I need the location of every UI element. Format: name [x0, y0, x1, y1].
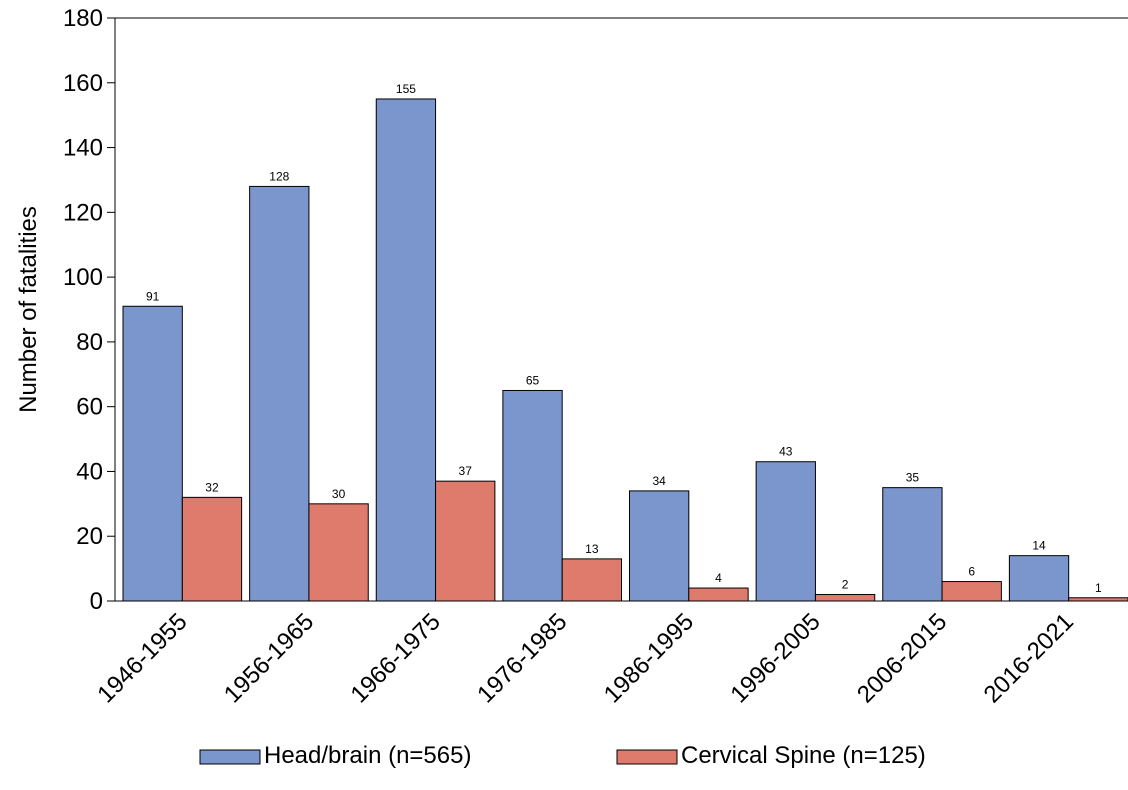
data-label: 155: [396, 82, 416, 96]
y-tick-label: 60: [76, 394, 103, 421]
data-label: 6: [968, 565, 975, 579]
data-label: 30: [332, 487, 346, 501]
x-tick-label: 2016-2021: [979, 608, 1079, 708]
data-label: 43: [779, 445, 793, 459]
bar-head-brain-1956-1965: [249, 185, 310, 602]
bar-cervical-spine-1986-1995: [688, 587, 749, 602]
y-tick-label: 80: [76, 329, 103, 356]
axes-layer: 0 20 40 60 80 100 120 140 160 180 1946-1955 1956-19…: [63, 5, 1128, 708]
x-tick-label: 1946-1955: [92, 608, 192, 708]
bar-head-brain-1966-1975: [375, 98, 437, 602]
data-label: 35: [906, 471, 920, 485]
data-label: 14: [1032, 539, 1046, 553]
bar-head-brain-2006-2015: [882, 487, 943, 602]
y-tick-label: 160: [63, 70, 103, 97]
x-tick-label: 2006-2015: [852, 608, 952, 708]
legend-swatch-head-brain: [199, 749, 261, 765]
y-tick-label: 40: [76, 458, 103, 485]
bar-cervical-spine-2006-2015: [941, 581, 1002, 602]
bar-cervical-spine-1996-2005: [814, 594, 876, 602]
data-label: 34: [652, 474, 666, 488]
bar-cervical-spine-1956-1965: [308, 503, 369, 602]
data-label: 1: [1095, 581, 1102, 595]
legend-label-head-brain: Head/brain (n=565): [264, 742, 471, 769]
bar-cervical-spine-1976-1985: [561, 558, 622, 602]
bar-cervical-spine-1946-1955: [181, 496, 243, 602]
data-label: 128: [269, 169, 289, 183]
data-label: 2: [842, 578, 849, 592]
bar-head-brain-1976-1985: [502, 389, 563, 602]
y-tick-label: 0: [90, 588, 103, 615]
legend-label-cervical-spine: Cervical Spine (n=125): [681, 742, 926, 769]
data-label: 13: [585, 542, 599, 556]
legend-swatch-cervical-spine: [616, 749, 678, 765]
y-tick-label: 180: [63, 5, 103, 32]
bar-head-brain-1946-1955: [122, 305, 183, 602]
x-tick-label: 1996-2005: [725, 608, 825, 708]
y-tick-label: 100: [63, 264, 103, 291]
x-tick-label: 1956-1965: [219, 608, 319, 708]
data-label: 65: [526, 373, 540, 387]
y-tick-label: 140: [63, 135, 103, 162]
y-tick-label: 120: [63, 199, 103, 226]
legend: Head/brain (n=565) Cervical Spine (n=125): [199, 742, 926, 769]
data-label: 91: [146, 289, 160, 303]
bar-head-brain-1996-2005: [755, 461, 816, 602]
x-tick-label: 1966-1975: [346, 608, 446, 708]
bar-head-brain-1986-1995: [629, 490, 690, 602]
y-axis-title: Number of fatalities: [15, 206, 42, 413]
bar-head-brain-2016-2021: [1008, 555, 1070, 602]
bar-cervical-spine-1966-1975: [435, 480, 496, 602]
data-label: 37: [459, 464, 473, 478]
bars-layer: 91 128 155 65 34 43 35 14 32 30 37 13 4 2 6 1: [122, 82, 1128, 602]
data-label: 32: [205, 480, 219, 494]
x-tick-label: 1986-1995: [599, 608, 699, 708]
x-tick-label: 1976-1985: [472, 608, 572, 708]
y-tick-label: 20: [76, 523, 103, 550]
data-label: 4: [715, 571, 722, 585]
